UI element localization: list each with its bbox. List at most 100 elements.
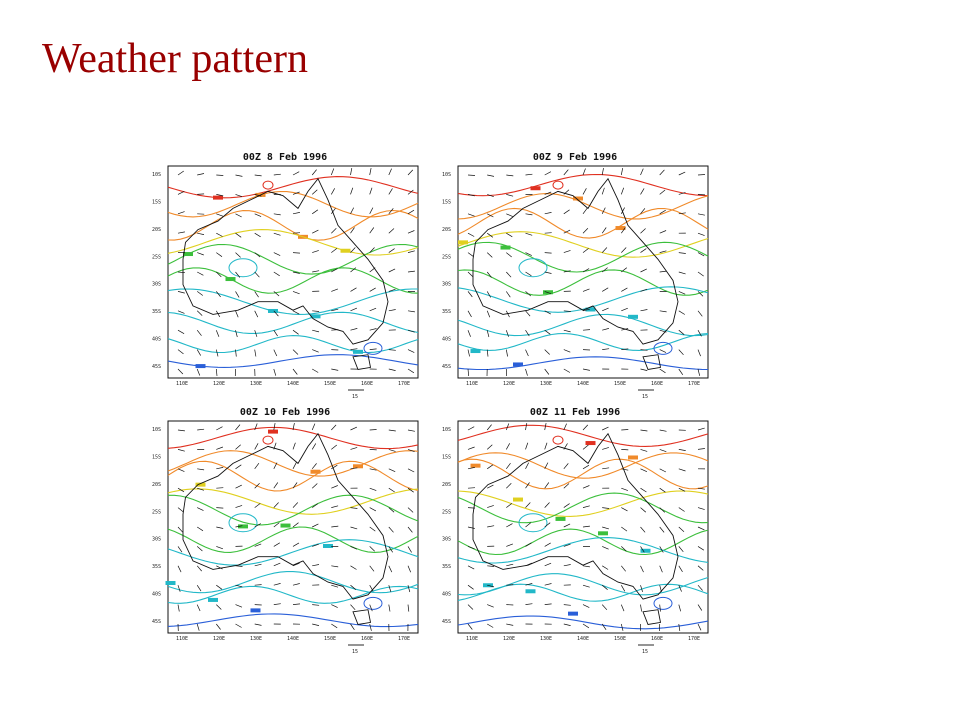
wind-vector	[621, 565, 626, 572]
wind-vector	[331, 505, 339, 508]
wind-vector	[602, 546, 609, 550]
wind-vector	[582, 207, 588, 215]
wind-vector	[331, 207, 336, 215]
wind-vector	[312, 229, 319, 234]
wind-vector	[640, 604, 642, 612]
wind-vector	[563, 189, 570, 195]
weather-map-svg: 10S 15S 20S 25S 30S 35S 40S 45S 110E 120E 130E 140E…	[152, 165, 419, 398]
wind-vector	[330, 188, 336, 195]
wind-vector	[620, 207, 625, 214]
wind-vector	[331, 288, 339, 292]
wind-vector	[582, 329, 591, 331]
contour-line	[167, 460, 419, 492]
wind-vector	[602, 426, 609, 431]
contour-ring	[518, 513, 548, 533]
contour-line	[457, 269, 709, 296]
wind-vector	[640, 248, 647, 253]
weather-map-panel-8-feb: 10S 15S 20S 25S 30S 35S 40S 45S 110E 120E 130E 140E…	[150, 150, 420, 398]
wind-vector	[697, 349, 701, 357]
wind-vector	[292, 271, 300, 274]
wind-vector	[697, 526, 705, 531]
wind-vector	[292, 232, 301, 234]
wind-vector	[407, 546, 412, 553]
wind-vector	[216, 213, 224, 217]
wind-vector	[640, 526, 646, 533]
wind-vector	[235, 464, 242, 470]
contour-ring	[228, 258, 258, 278]
wind-vector	[350, 447, 358, 450]
longitude-label: 140E	[287, 381, 299, 387]
contour-label	[470, 463, 481, 468]
wind-vector	[196, 623, 200, 631]
wind-vector	[254, 443, 259, 450]
contour-label	[310, 314, 321, 319]
wind-vector	[254, 623, 262, 626]
wind-vector	[582, 188, 587, 195]
wind-vector	[467, 446, 475, 450]
wind-vector	[621, 307, 628, 312]
latitude-label: 10S	[152, 172, 161, 178]
contour-line	[457, 207, 709, 239]
wind-vector	[620, 168, 624, 176]
wind-vector	[369, 187, 373, 195]
wind-vector	[273, 213, 281, 216]
wind-vector	[467, 426, 475, 431]
contour-line	[167, 243, 419, 275]
contour-label	[573, 196, 583, 201]
wind-vector	[177, 329, 185, 335]
wind-vector	[312, 329, 320, 333]
wind-vector	[312, 250, 319, 253]
wind-vector	[640, 188, 645, 195]
wind-vector	[697, 174, 706, 176]
wind-vector	[487, 565, 495, 567]
wind-vector	[487, 604, 494, 608]
wind-vector	[407, 209, 415, 215]
latitude-label: 40S	[442, 592, 451, 598]
wind-vector	[350, 328, 358, 331]
wind-vector	[697, 232, 705, 236]
wind-vector	[659, 209, 666, 215]
wind-vector	[659, 585, 662, 593]
wind-vector	[407, 585, 411, 593]
wind-vector	[544, 502, 550, 508]
wind-vector	[350, 584, 357, 590]
wind-vector	[273, 583, 281, 586]
wind-vector	[254, 310, 259, 318]
wind-vector	[273, 271, 280, 277]
wind-vector	[697, 213, 705, 216]
wind-vector	[525, 502, 531, 508]
wind-vector	[273, 368, 277, 376]
wind-vector	[659, 368, 666, 374]
wind-vector	[235, 174, 243, 177]
wind-vector	[678, 526, 685, 532]
wind-vector	[563, 604, 571, 606]
wind-vector	[350, 467, 358, 470]
contour-ring	[262, 435, 274, 445]
contour-label	[598, 531, 608, 536]
wind-vector	[487, 213, 494, 218]
wind-vector	[235, 424, 241, 431]
wind-vector	[350, 348, 358, 350]
wind-vector	[659, 468, 667, 473]
wind-vector	[331, 368, 339, 371]
wind-vector	[486, 464, 494, 470]
wind-vector	[678, 310, 685, 315]
latitude-label: 15S	[152, 454, 161, 460]
longitude-label: 110E	[466, 636, 478, 642]
wind-vector	[697, 291, 704, 297]
wind-vector	[467, 349, 470, 357]
contour-ring	[262, 180, 274, 190]
wind-vector	[640, 168, 644, 176]
wind-vector	[350, 247, 356, 253]
wind-vector	[369, 429, 377, 431]
wind-vector	[407, 565, 412, 573]
wind-vector	[369, 168, 372, 176]
wind-vector	[197, 173, 205, 176]
wind-vector	[697, 507, 705, 510]
latitude-label: 10S	[442, 172, 451, 178]
wind-vector	[292, 329, 299, 335]
wind-vector	[640, 546, 645, 553]
wind-vector	[196, 349, 202, 356]
wind-vector	[388, 468, 396, 473]
contour-label	[225, 277, 236, 282]
